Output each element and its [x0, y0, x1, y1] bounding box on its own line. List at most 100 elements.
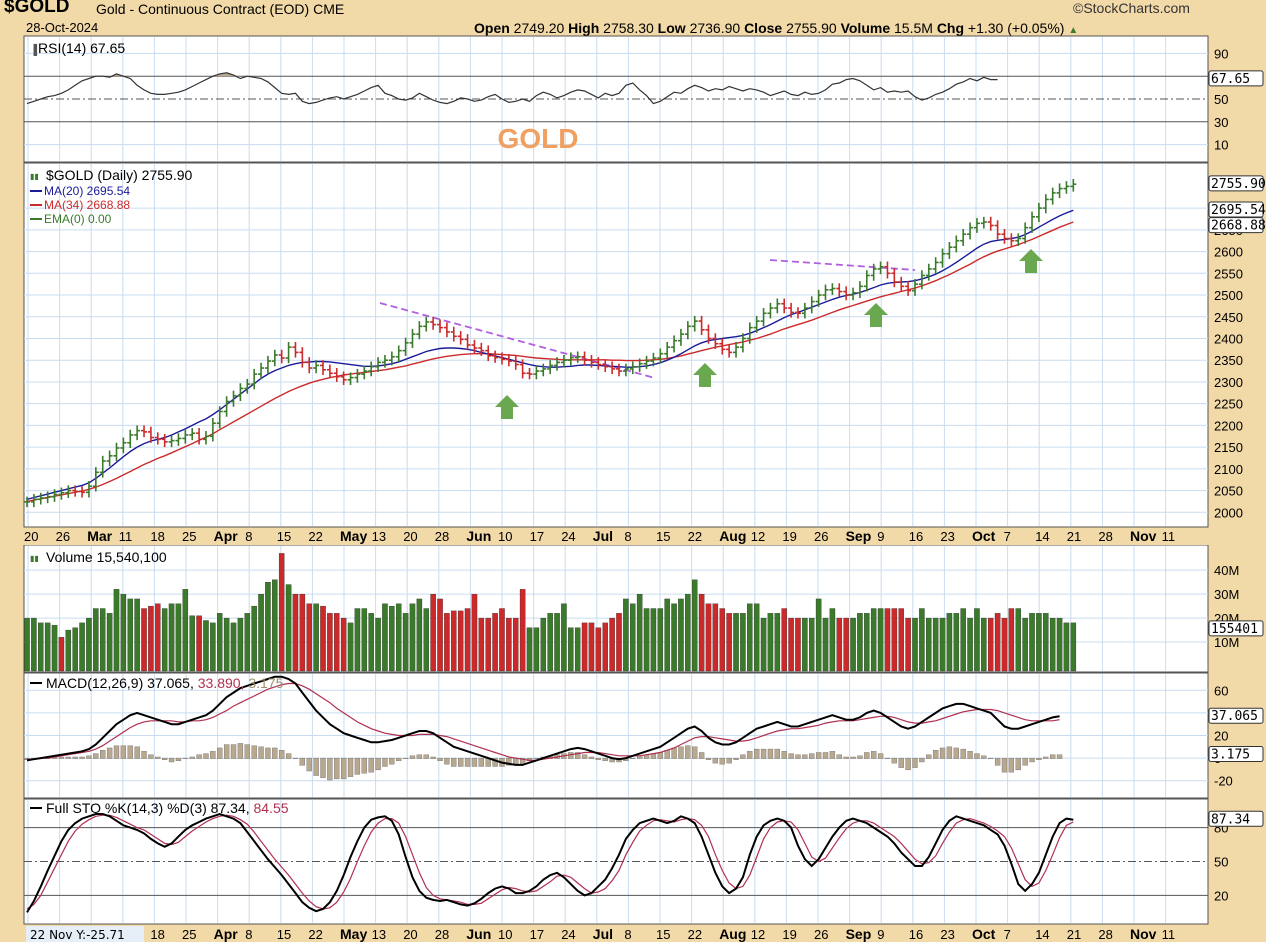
price-bar — [967, 222, 974, 240]
price-bar — [395, 345, 402, 362]
volume-bar — [1029, 613, 1035, 672]
volume-last-value-box — [1208, 620, 1264, 637]
price-bar — [705, 324, 712, 344]
volume-bar — [588, 622, 595, 672]
macd-hist-bar — [506, 757, 512, 766]
price-bar — [657, 348, 664, 364]
up-arrow-icon — [495, 395, 519, 419]
x-tick-label-bottom: May — [340, 926, 367, 942]
volume-bar — [540, 617, 547, 672]
y-tick-label: 2500 — [1214, 288, 1243, 303]
macd-hist-bar — [884, 757, 891, 759]
macd-hist-bar — [478, 757, 484, 767]
x-tick-label-bottom: 10 — [498, 927, 512, 942]
price-last-value: 2755.90 — [1211, 177, 1266, 192]
macd-hist-bar — [1050, 754, 1056, 759]
price-bar — [905, 281, 912, 296]
price-bar — [498, 352, 505, 365]
y-tick-label: 2250 — [1214, 397, 1243, 412]
volume-bar — [664, 598, 670, 672]
price-bar — [698, 315, 705, 336]
x-tick-label-bottom: 20 — [403, 927, 417, 942]
price-bar — [643, 355, 650, 369]
price-bar — [1015, 233, 1022, 246]
volume-bar — [788, 617, 794, 672]
price-bar — [223, 396, 230, 417]
macd-value: MACD(12,26,9) 37.065, — [46, 675, 198, 691]
volume-bar — [561, 603, 567, 672]
volume-bar — [155, 603, 161, 672]
macd-hist-bar — [382, 757, 388, 767]
macd-hist-bar — [409, 755, 416, 759]
price-bar — [850, 287, 857, 301]
macd-hist-bar — [368, 757, 374, 773]
volume-bar — [86, 617, 92, 672]
x-tick-label: 11 — [119, 529, 133, 544]
macd-hist-bar — [471, 757, 478, 767]
macd-hist-bar — [65, 756, 71, 759]
price-bar — [1035, 202, 1042, 223]
macd-hist-bar — [602, 757, 608, 762]
volume-bar — [864, 613, 870, 672]
volume-bar — [1043, 613, 1049, 672]
volume-bar — [753, 603, 760, 672]
macd-hist-bar — [877, 753, 884, 759]
price-bar — [58, 487, 65, 500]
volume-bar — [1070, 622, 1077, 672]
volume-bar — [912, 617, 918, 672]
volume-bar — [38, 622, 44, 672]
volume-bar — [24, 617, 30, 672]
x-tick-label: 15 — [277, 529, 291, 544]
brand-label[interactable]: ©StockCharts.com — [1073, 0, 1190, 16]
volume-bar — [237, 617, 244, 672]
volume-bar — [182, 589, 189, 672]
macd-hist-bar — [1043, 756, 1049, 759]
price-bar — [877, 261, 884, 275]
y-tick-label: 50 — [1214, 855, 1228, 870]
macd-hist-bar — [127, 745, 133, 759]
volume-bar — [58, 637, 65, 672]
x-tick-label-bottom: Jun — [466, 926, 491, 942]
price-bar — [141, 425, 148, 438]
macd-hist-bar — [712, 757, 719, 764]
x-axis-band — [0, 528, 1266, 545]
volume-bar — [127, 598, 134, 672]
x-tick-label-bottom: Sep — [846, 926, 872, 942]
chg-value: +1.30 (+0.05%) — [967, 20, 1065, 36]
volume-bar — [423, 608, 430, 672]
x-tick-label-bottom: 28 — [1098, 927, 1112, 942]
volume-bar — [1063, 622, 1070, 672]
price-bar — [1008, 233, 1015, 246]
volume-bar — [595, 627, 602, 672]
volume-bar — [506, 617, 512, 672]
macd-hist-bar — [361, 757, 367, 774]
volume-bar — [409, 603, 416, 672]
y-tick-label: 2200 — [1214, 418, 1243, 433]
price-bar — [72, 485, 79, 497]
price-bar — [437, 319, 444, 333]
macd-hist-bar — [58, 756, 65, 759]
x-tick-label-bottom: 19 — [782, 927, 796, 942]
price-bar — [202, 431, 209, 445]
volume-bar — [898, 608, 904, 672]
price-bar — [154, 432, 161, 445]
x-tick-label-bottom: 18 — [150, 927, 164, 942]
x-tick-label: 7 — [1004, 529, 1011, 544]
x-tick-label-bottom: 22 — [308, 927, 322, 942]
volume-bar — [106, 613, 113, 672]
x-tick-label: 28 — [435, 529, 449, 544]
chart-date: 28-Oct-2024 — [26, 20, 99, 35]
macd-hist-bar — [155, 756, 161, 759]
volume-bar — [747, 603, 753, 672]
macd-hist-bar — [334, 757, 340, 780]
macd-hist-bar — [1015, 757, 1021, 771]
macd-hist-bar — [898, 757, 904, 768]
volume-bar — [554, 613, 560, 672]
volume-bar — [161, 608, 168, 672]
volume-bar — [1008, 608, 1015, 672]
macd-hist-last-value-box — [1208, 746, 1264, 763]
price-bar — [540, 363, 547, 377]
macd-hist-value: 3.175 — [248, 675, 283, 691]
x-tick-label-bottom: 9 — [877, 927, 884, 942]
price-bar — [375, 357, 382, 372]
